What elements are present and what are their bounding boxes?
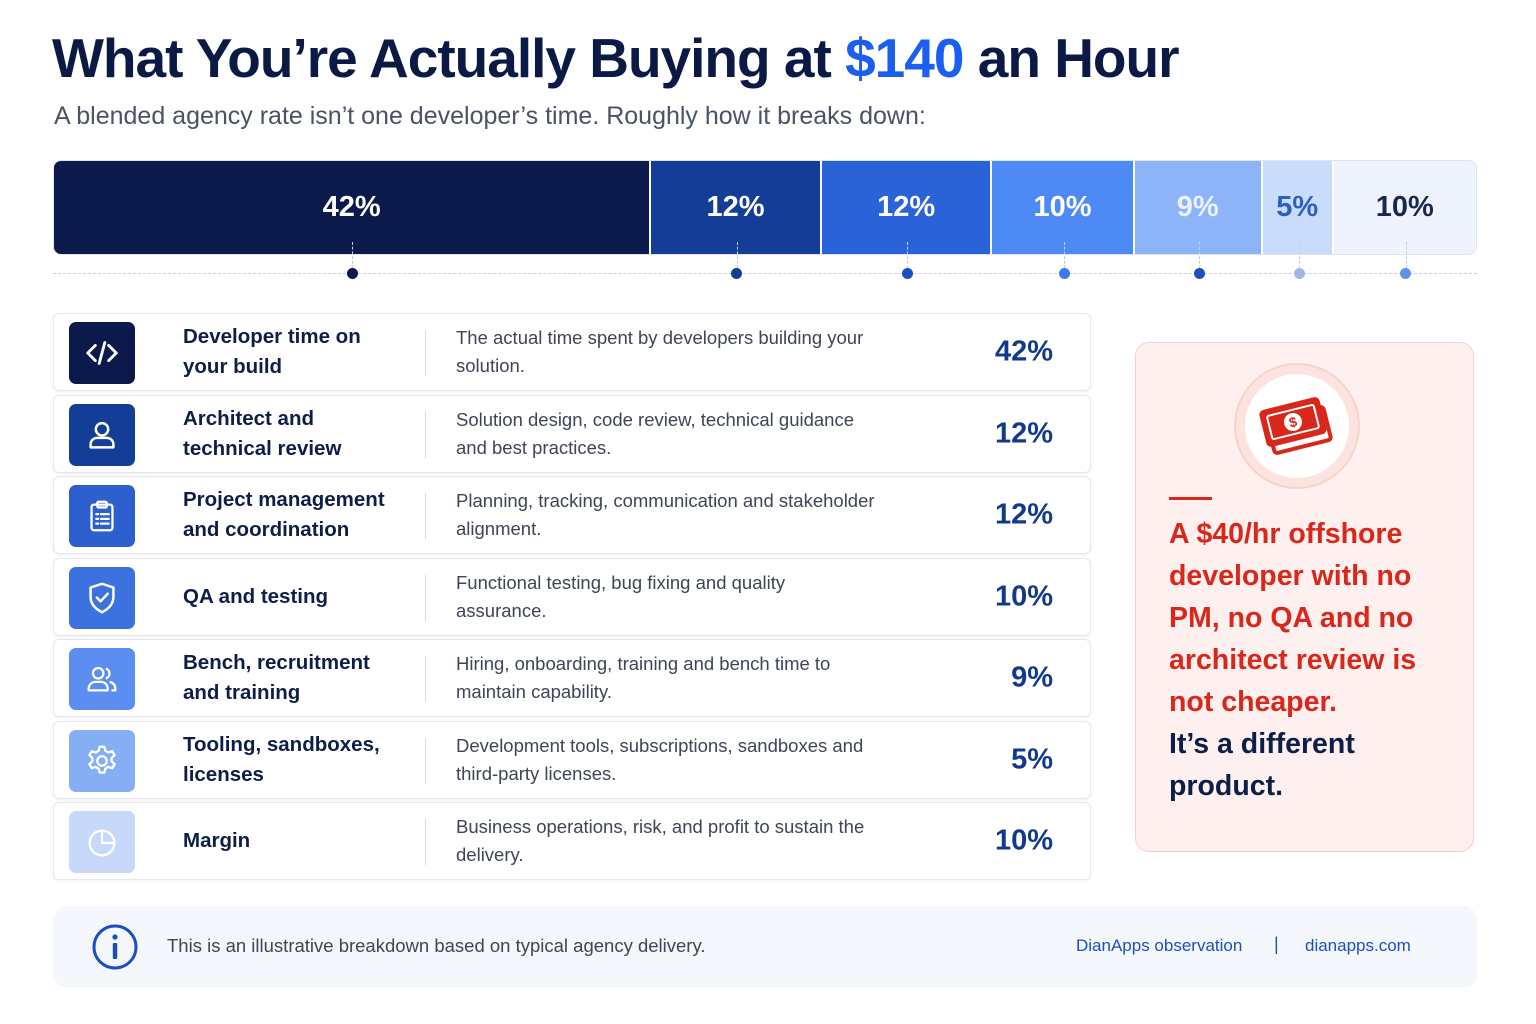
- footer-separator: |: [1274, 934, 1279, 954]
- footer-source: DianApps observation: [1076, 936, 1243, 955]
- bar-marker-tick: [1064, 242, 1066, 273]
- bar-segment: 9%: [1134, 161, 1263, 254]
- row-icon-box: [69, 648, 135, 710]
- bar-marker-dot: [901, 268, 913, 279]
- info-icon: [92, 924, 138, 970]
- code-icon: [86, 341, 118, 365]
- bar-marker-tick: [1405, 242, 1407, 273]
- row-category: Bench, recruitment and training: [183, 651, 370, 704]
- bar-data-label: 12%: [706, 191, 765, 223]
- row-percent: 9%: [1011, 661, 1053, 694]
- shield-check-icon: [89, 582, 115, 613]
- row-description: Solution design, code review, technical …: [456, 408, 855, 458]
- row-description: Business operations, risk, and profit to…: [456, 816, 865, 865]
- row-category: QA and testing: [183, 584, 329, 608]
- page-subtitle: A blended agency rate isn’t one develope…: [54, 102, 926, 130]
- row-icon-box: [69, 322, 135, 384]
- bar-data-label: 12%: [877, 191, 936, 223]
- row-divider: [425, 493, 426, 539]
- stacked-bar-chart: 42% 12% 12% 10% 9% 5% 10%: [53, 160, 1477, 255]
- table-row: Project management and coordination Plann…: [53, 476, 1091, 554]
- row-icon-box: [69, 566, 135, 629]
- bar-marker-dot: [1058, 268, 1070, 279]
- title-rate: $140: [845, 27, 964, 89]
- bar-marker-dot: [1293, 268, 1305, 279]
- bar-marker-tick: [352, 242, 354, 273]
- row-description: Hiring, onboarding, training and bench t…: [456, 653, 831, 702]
- breakdown-table: Developer time on your build The actual t…: [53, 313, 1091, 884]
- svg-text:$: $: [1287, 413, 1299, 430]
- bar-segment: 12%: [821, 161, 993, 254]
- row-icon-box: [69, 485, 135, 547]
- table-row: Tooling, sandboxes, licenses Development …: [53, 720, 1091, 799]
- table-row: Margin Business operations, risk, and pro…: [53, 802, 1091, 880]
- table-row: Developer time on your build The actual t…: [53, 313, 1091, 391]
- bar-marker-tick: [1199, 242, 1201, 273]
- row-percent: 12%: [994, 417, 1053, 449]
- clipboard-icon: [90, 500, 114, 532]
- footer-note: This is an illustrative breakdown based …: [167, 935, 706, 956]
- row-divider: [425, 819, 426, 865]
- footer-site-link[interactable]: dianapps.com: [1305, 936, 1411, 955]
- table-row: QA and testing Functional testing, bug fi…: [53, 557, 1091, 636]
- row-percent: 10%: [994, 580, 1053, 612]
- row-divider: [425, 411, 426, 458]
- bar-marker-dot: [346, 268, 358, 279]
- row-divider: [425, 574, 426, 621]
- row-percent: 10%: [994, 824, 1053, 857]
- bar-marker-dot: [1193, 268, 1205, 279]
- bar-data-label: 5%: [1276, 191, 1319, 223]
- callout-message: A $40/hr offshore developer with no PM, …: [1169, 518, 1417, 718]
- bar-marker-dot: [1400, 268, 1412, 279]
- bar-data-label: 10%: [1375, 191, 1434, 223]
- row-description: Planning, tracking, communication and st…: [456, 490, 875, 539]
- gear-icon: [88, 745, 116, 774]
- row-description: Development tools, subscriptions, sandbo…: [456, 734, 864, 784]
- row-description: Functional testing, bug fixing and quali…: [456, 571, 786, 621]
- user-icon: [89, 421, 115, 449]
- bar-marker-tick: [736, 242, 738, 273]
- pie-chart-icon: [88, 829, 116, 857]
- bar-segment: 10%: [992, 161, 1135, 254]
- row-divider: [425, 737, 426, 784]
- bar-segment: 5%: [1262, 161, 1334, 254]
- row-category: Architect and technical review: [183, 406, 342, 460]
- row-icon-box: [69, 811, 135, 873]
- row-category: Project management and coordination: [183, 488, 385, 541]
- callout-card: $ A $40/hr offshore developer with no PM…: [1135, 342, 1474, 852]
- row-category: Tooling, sandboxes, licenses: [183, 732, 380, 786]
- money-icon: $: [1259, 397, 1333, 455]
- callout-rule: [1169, 497, 1212, 500]
- footer-bar: This is an illustrative breakdown based …: [53, 906, 1477, 988]
- users-icon: [87, 666, 117, 692]
- bar-segment: 10%: [1333, 161, 1476, 254]
- bar-marker-tick: [907, 242, 909, 273]
- money-icon-circle: $: [1234, 363, 1360, 489]
- table-row: Architect and technical review Solution d…: [53, 394, 1091, 473]
- bar-axis-line: [53, 273, 1477, 274]
- bar-data-label: 9%: [1176, 191, 1219, 223]
- row-icon-box: [69, 403, 135, 466]
- row-icon-box: [69, 729, 135, 792]
- row-divider: [425, 330, 426, 376]
- row-description: The actual time spent by developers buil…: [456, 327, 864, 376]
- row-percent: 5%: [1011, 743, 1053, 775]
- table-row: Bench, recruitment and training Hiring, o…: [53, 639, 1091, 717]
- bar-marker-tick: [1299, 242, 1300, 273]
- bar-data-label: 10%: [1033, 191, 1092, 223]
- row-percent: 42%: [994, 335, 1053, 368]
- page-title: What You’re Actually Buying at $140 an H…: [52, 27, 1180, 89]
- callout-conclusion: It’s a different product.: [1169, 728, 1355, 802]
- row-category: Developer time on your build: [183, 325, 361, 378]
- bar-segment: 42%: [54, 161, 652, 254]
- bar-marker-dot: [731, 268, 743, 279]
- bar-data-label: 42%: [322, 191, 381, 223]
- bar-segment: 12%: [651, 161, 822, 254]
- row-divider: [425, 656, 426, 702]
- row-category: Margin: [183, 829, 251, 852]
- row-percent: 12%: [994, 498, 1053, 531]
